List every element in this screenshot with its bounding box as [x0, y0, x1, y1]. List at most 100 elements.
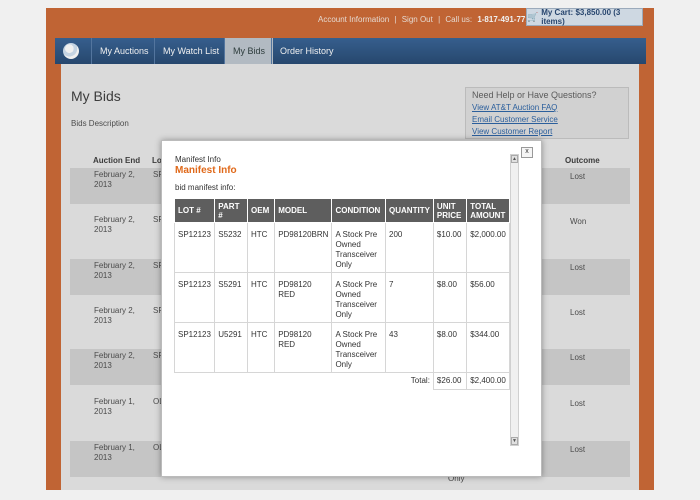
call-us-label: Call us:: [445, 15, 473, 24]
oem-cell: HTC: [247, 272, 276, 323]
quantity-cell: 200: [385, 222, 434, 273]
empty-cell: [332, 373, 386, 390]
scroll-down-icon[interactable]: ▼: [511, 437, 518, 445]
part-cell: S5291: [214, 272, 249, 323]
header-unit-price: UNIT PRICE: [432, 198, 468, 223]
manifest-row: SP12123 S5291 HTC PD98120 RED A Stock Pre Ow…: [173, 272, 510, 323]
lot-cell: SP12123: [173, 322, 216, 373]
condition-cell: A Stock Pre Owned Transceiver Only: [331, 322, 387, 373]
trailing-text: Only: [448, 474, 465, 483]
condition-cell: A Stock Pre Owned Transceiver Only: [331, 272, 387, 323]
lot-cell: SP12123: [173, 222, 216, 273]
auction-end-date: February 2, 2013: [94, 261, 135, 280]
empty-cell: [175, 373, 215, 390]
header-lot: LOT #: [173, 198, 216, 223]
separator: |: [438, 15, 441, 24]
manifest-table: LOT # PART # OEM MODEL CONDITION QUANTIT…: [173, 198, 510, 390]
email-customer-service-link[interactable]: Email Customer Service: [472, 115, 558, 124]
model-cell: PD98120 RED: [274, 322, 333, 373]
page-title: My Bids: [71, 88, 121, 104]
top-bar: Account Information | Sign Out | Call us…: [46, 8, 654, 30]
lot-value: OL: [153, 397, 164, 406]
empty-cell: [248, 373, 275, 390]
manifest-header-row: LOT # PART # OEM MODEL CONDITION QUANTIT…: [173, 198, 510, 223]
top-links: Account Information | Sign Out | Call us…: [318, 15, 537, 24]
total-amount: $2,400.00: [466, 372, 510, 390]
auction-end-date: February 2, 2013: [94, 351, 135, 370]
cart-button[interactable]: 🛒 My Cart: $3,850.00 (3 items): [526, 8, 643, 26]
auction-end-date: February 2, 2013: [94, 170, 135, 189]
main-nav: My Auctions My Watch List My Bids Order …: [55, 38, 646, 64]
header-quantity: QUANTITY: [385, 198, 434, 223]
modal-small-title: Manifest Info: [175, 155, 221, 164]
outcome-value: Lost: [570, 399, 586, 408]
modal-subtitle: bid manifest info:: [175, 183, 236, 192]
att-logo-icon[interactable]: [63, 43, 79, 59]
quantity-cell: 43: [385, 322, 434, 373]
part-cell: S5232: [214, 222, 249, 273]
header-part: PART #: [214, 198, 249, 223]
part-cell: U5291: [214, 322, 249, 373]
modal-title: Manifest Info: [175, 165, 237, 176]
help-box: Need Help or Have Questions? View AT&T A…: [465, 87, 629, 139]
table-row[interactable]: February 2, 2013 SP Lost: [70, 304, 630, 340]
unit-price-cell: $8.00: [432, 272, 468, 323]
table-row[interactable]: February 2, 2013 SP Won: [70, 213, 630, 249]
header-oem: OEM: [247, 198, 276, 223]
outcome-value: Won: [570, 217, 587, 226]
oem-cell: HTC: [247, 322, 276, 373]
empty-cell: [215, 373, 248, 390]
total-unit-price: $26.00: [432, 372, 468, 390]
cart-label: My Cart: $3,850.00 (3 items): [541, 8, 621, 26]
lot-value: SP: [153, 170, 164, 179]
faq-link[interactable]: View AT&T Auction FAQ: [472, 103, 558, 112]
help-heading: Need Help or Have Questions?: [472, 90, 597, 100]
phone-number: 1-817-491-7716: [477, 15, 535, 24]
auction-end-date: February 1, 2013: [94, 397, 135, 416]
page-description: Bids Description: [71, 119, 129, 128]
header-model: MODEL: [274, 198, 333, 223]
auction-end-date: February 2, 2013: [94, 306, 135, 325]
account-information-link[interactable]: Account Information: [318, 15, 390, 24]
model-cell: PD98120 RED: [274, 272, 333, 323]
tab-order-history[interactable]: Order History: [271, 38, 342, 64]
outcome-value: Lost: [570, 263, 586, 272]
oem-cell: HTC: [247, 222, 276, 273]
column-auction-end[interactable]: Auction End: [93, 156, 141, 165]
total-amount-cell: $2,000.00: [466, 222, 510, 273]
total-amount-cell: $344.00: [466, 322, 510, 373]
modal-scrollbar[interactable]: ▲ ▼: [510, 154, 519, 446]
lot-value: SP: [153, 261, 164, 270]
table-row[interactable]: February 1, 2013 OL Lost: [70, 395, 630, 431]
auction-end-date: February 1, 2013: [94, 443, 135, 462]
sign-out-link[interactable]: Sign Out: [401, 15, 433, 24]
tab-my-auctions[interactable]: My Auctions: [91, 38, 157, 64]
total-amount-cell: $56.00: [466, 272, 510, 323]
column-lot[interactable]: Lo: [152, 156, 162, 165]
header-condition: CONDITION: [331, 198, 387, 223]
unit-price-cell: $8.00: [432, 322, 468, 373]
outcome-value: Lost: [570, 308, 586, 317]
scroll-up-icon[interactable]: ▲: [511, 155, 518, 163]
lot-value: SP: [153, 215, 164, 224]
outcome-value: Lost: [570, 445, 586, 454]
manifest-body: SP12123 S5232 HTC PD98120BRN A Stock Pre Own…: [173, 222, 510, 390]
close-icon[interactable]: x: [521, 147, 533, 158]
header-total-amount: TOTAL AMOUNT: [466, 198, 510, 223]
column-outcome[interactable]: Outcome: [565, 156, 600, 165]
lot-value: SP: [153, 351, 164, 360]
manifest-row: SP12123 U5291 HTC PD98120 RED A Stock Pre Ow…: [173, 322, 510, 373]
model-cell: PD98120BRN: [274, 222, 333, 273]
total-label: Total:: [410, 376, 430, 385]
condition-cell: A Stock Pre Owned Transceiver Only: [331, 222, 387, 273]
manifest-total-row: Total: $26.00 $2,400.00: [175, 372, 510, 390]
tab-my-bids[interactable]: My Bids: [224, 38, 274, 64]
empty-cell: [275, 373, 332, 390]
auction-end-date: February 2, 2013: [94, 215, 135, 234]
manifest-row: SP12123 S5232 HTC PD98120BRN A Stock Pre Own…: [173, 222, 510, 273]
cart-icon: 🛒: [527, 11, 539, 22]
lot-value: OL: [153, 443, 164, 452]
tab-my-watch-list[interactable]: My Watch List: [154, 38, 227, 64]
lot-value: SP: [153, 306, 164, 315]
customer-report-link[interactable]: View Customer Report: [472, 127, 553, 136]
